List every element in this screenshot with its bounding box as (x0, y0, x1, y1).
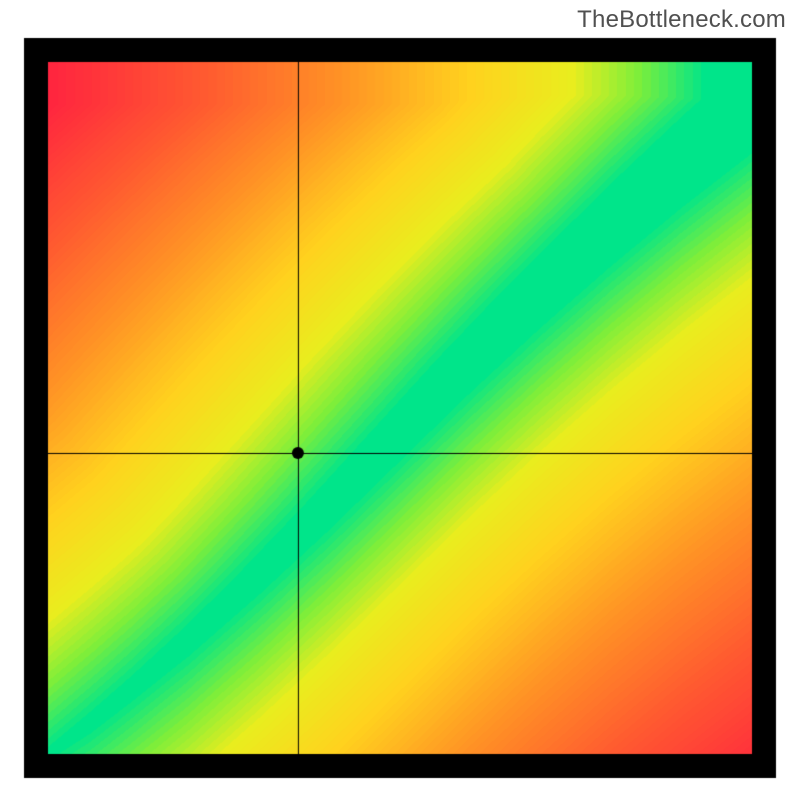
bottleneck-heatmap (0, 0, 800, 800)
watermark-text: TheBottleneck.com (577, 6, 786, 34)
